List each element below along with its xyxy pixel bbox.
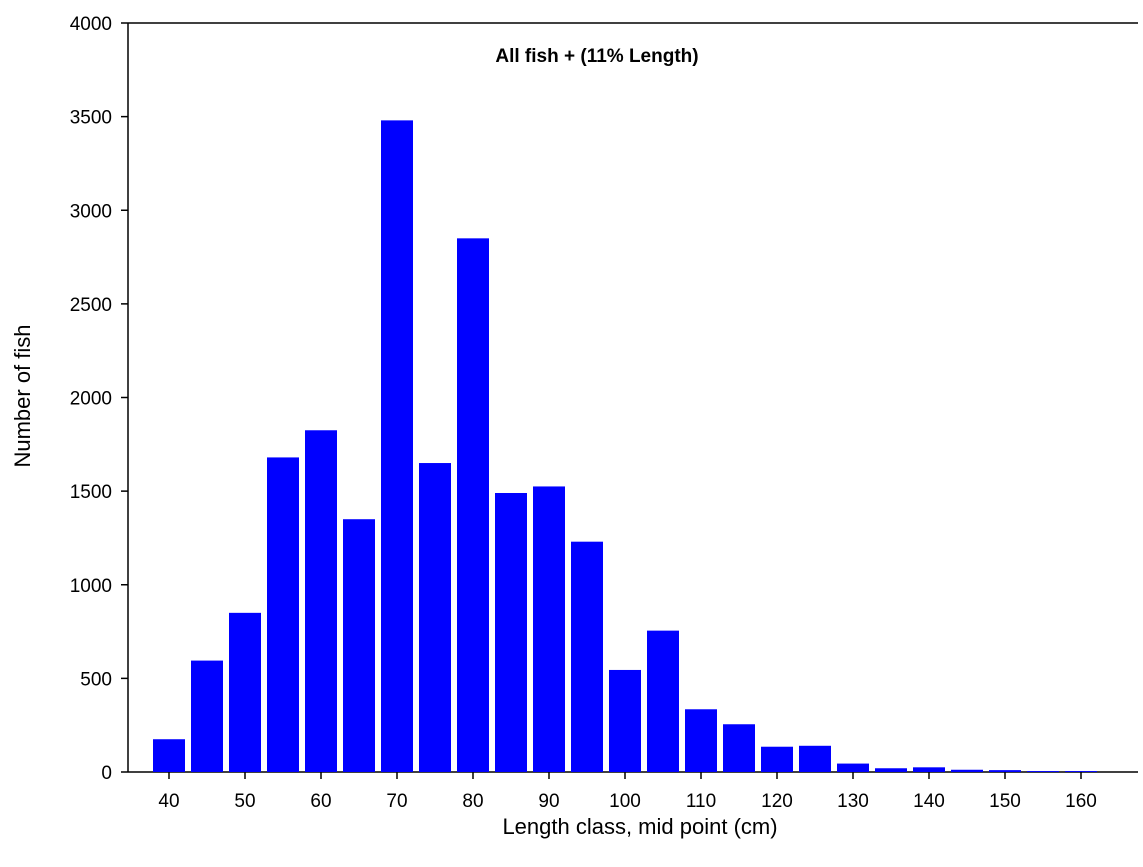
y-tick-label: 3000	[70, 201, 112, 222]
x-tick-label: 40	[158, 791, 179, 812]
x-tick-label: 70	[386, 791, 407, 812]
bar-45	[191, 660, 223, 772]
y-tick-label: 1000	[70, 576, 112, 597]
x-tick-label: 90	[538, 791, 559, 812]
x-tick-label: 80	[462, 791, 483, 812]
x-tick-label: 160	[1065, 791, 1097, 812]
y-tick-label: 1500	[70, 482, 112, 503]
bar-85	[495, 492, 527, 772]
x-tick-label: 110	[686, 791, 716, 812]
bar-135	[875, 768, 907, 772]
bar-160	[1065, 771, 1097, 772]
bar-50	[229, 612, 261, 772]
bar-90	[533, 486, 565, 772]
bar-130	[837, 763, 869, 772]
x-tick-label: 60	[310, 791, 331, 812]
y-tick-label: 2500	[70, 295, 112, 316]
chart-title: All fish + (11% Length)	[495, 46, 698, 67]
x-tick-label: 150	[989, 791, 1021, 812]
y-tick-label: 0	[101, 763, 112, 784]
bar-75	[419, 463, 451, 772]
bar-120	[761, 746, 793, 772]
bar-80	[457, 238, 489, 772]
y-tick-label: 3500	[70, 108, 112, 129]
bar-140	[913, 767, 945, 772]
x-tick-label: 120	[761, 791, 793, 812]
x-tick-label: 130	[837, 791, 869, 812]
y-tick-label: 4000	[70, 14, 112, 35]
bar-145	[951, 769, 983, 772]
bar-110	[685, 709, 717, 772]
bar-65	[343, 519, 375, 772]
x-tick-label: 50	[234, 791, 255, 812]
y-tick-label: 2000	[70, 389, 112, 410]
bar-115	[723, 724, 755, 772]
bar-95	[571, 541, 603, 772]
x-axis-ticks: 40 50 60 70 80 90 100 110 120 130 140 150 160	[158, 772, 1097, 812]
bar-125	[799, 745, 831, 772]
y-axis-ticks: 0 500 1000 1500 2000 2500 3000 3500 4000	[70, 14, 128, 784]
bar-70	[381, 120, 413, 773]
x-tick-label: 100	[609, 791, 641, 812]
y-tick-label: 500	[80, 669, 112, 690]
bar-60	[305, 430, 337, 772]
bars-group	[153, 120, 1097, 773]
bar-55	[267, 457, 299, 772]
x-tick-label: 140	[913, 791, 945, 812]
bar-105	[647, 630, 679, 772]
x-axis-label: Length class, mid point (cm)	[502, 814, 777, 839]
bar-100	[609, 669, 641, 772]
bar-40	[153, 739, 185, 772]
y-axis-label: Number of fish	[10, 324, 35, 467]
bar-150	[989, 770, 1021, 772]
bar-155	[1027, 771, 1059, 772]
